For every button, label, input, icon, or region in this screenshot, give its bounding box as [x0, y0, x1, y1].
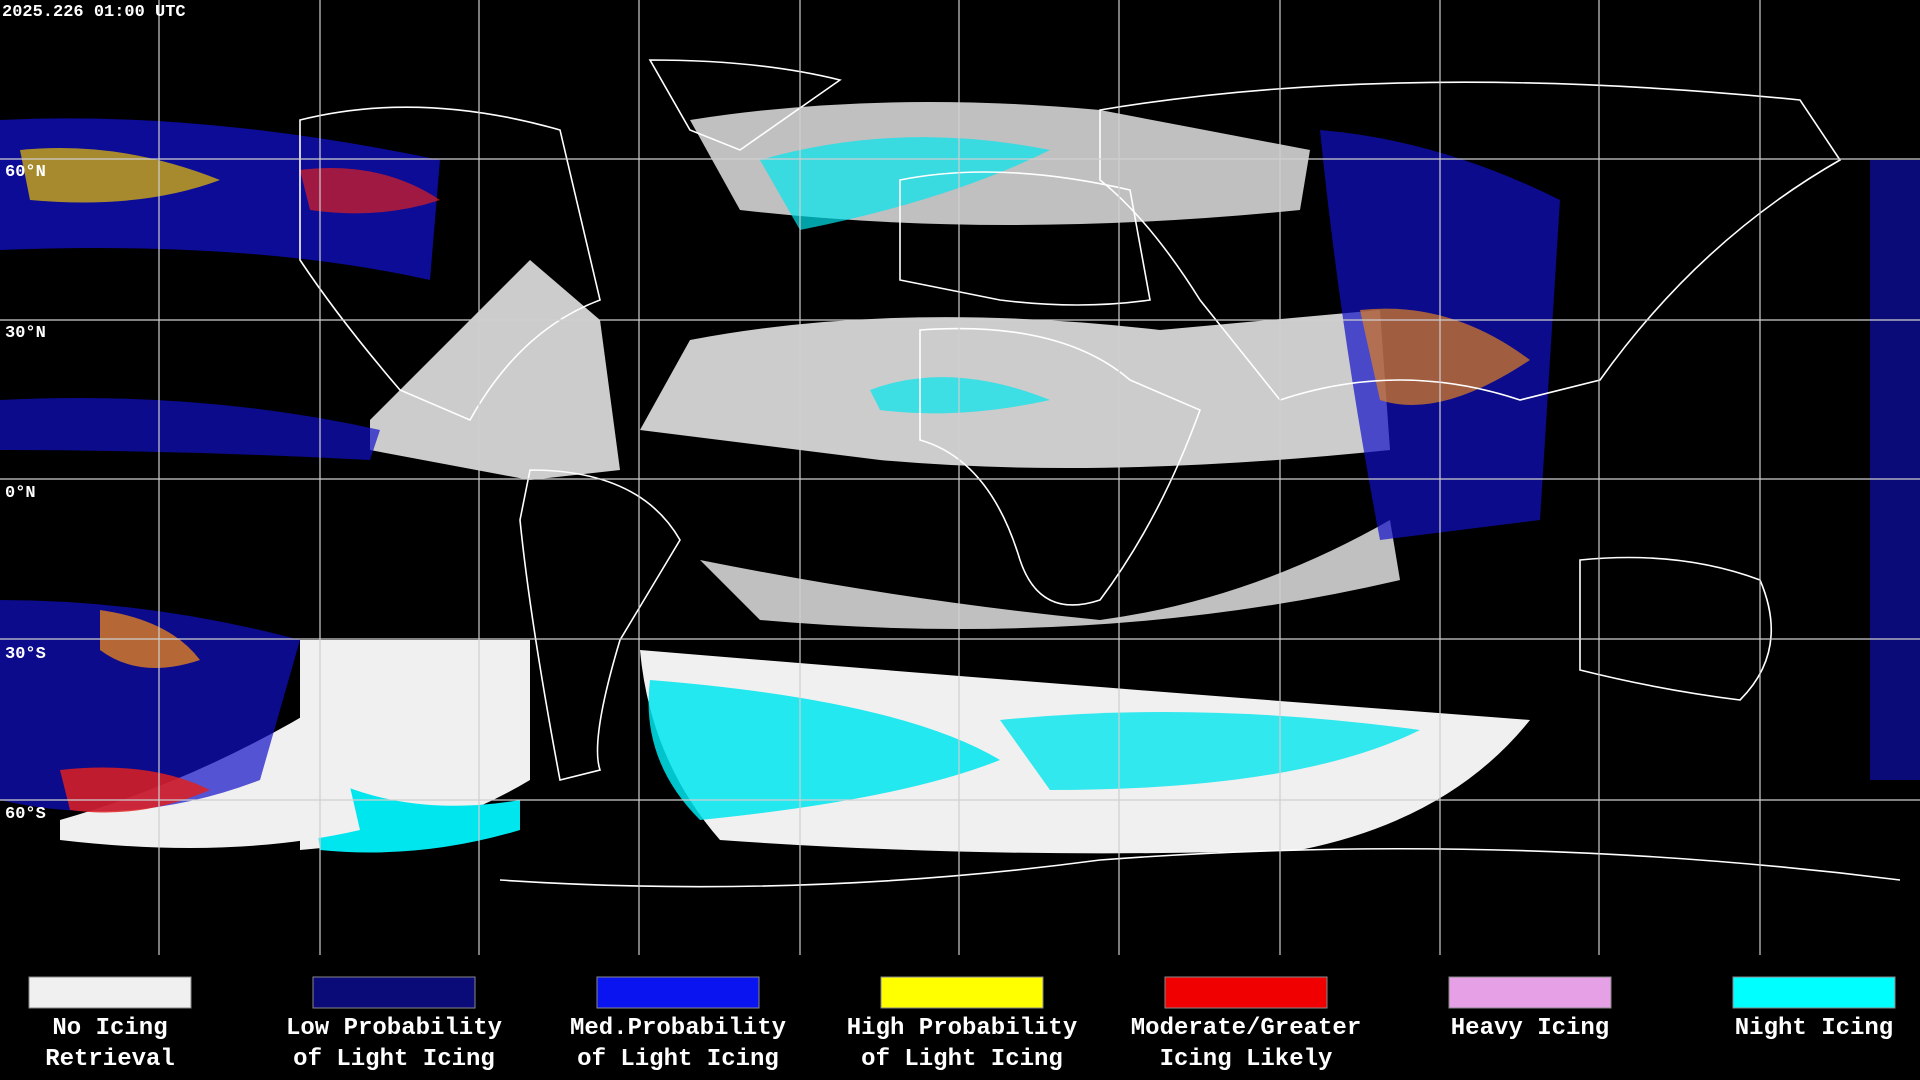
legend-label: of Light Icing — [293, 1046, 495, 1073]
latitude-label: 30°N — [5, 324, 46, 343]
coastlines — [299, 59, 1901, 888]
legend-label: Moderate/Greater — [1131, 1015, 1361, 1042]
legend-label: Med.Probability — [570, 1015, 786, 1042]
legend-swatch — [596, 976, 760, 1009]
graticule — [0, 0, 1920, 955]
legend-item: High Probability of Light Icing — [847, 976, 1077, 1073]
legend: No Icing Retrieval Low Probability of Light… — [28, 976, 1896, 1073]
timestamp: 2025.226 01:00 UTC — [2, 3, 186, 22]
legend-item: No Icing Retrieval — [28, 976, 192, 1073]
latitude-label: 30°S — [5, 645, 46, 664]
legend-swatch — [1732, 976, 1896, 1009]
cloud-field — [60, 102, 1530, 854]
legend-swatch — [1448, 976, 1612, 1009]
legend-item: Heavy Icing — [1448, 976, 1612, 1042]
legend-label: Night Icing — [1735, 1015, 1893, 1042]
legend-label: Low Probability — [286, 1015, 502, 1042]
legend-label: of Light Icing — [577, 1046, 779, 1073]
legend-label: Retrieval — [45, 1046, 175, 1073]
legend-label: Icing Likely — [1160, 1046, 1333, 1073]
legend-swatch — [312, 976, 476, 1009]
legend-label: High Probability — [847, 1015, 1077, 1042]
legend-label: of Light Icing — [861, 1046, 1063, 1073]
latitude-label: 60°N — [5, 163, 46, 182]
legend-swatch — [28, 976, 192, 1009]
legend-item: Med.Probability of Light Icing — [570, 976, 786, 1073]
legend-label: No Icing — [52, 1015, 167, 1042]
legend-item: Moderate/Greater Icing Likely — [1131, 976, 1361, 1073]
latitude-label: 0°N — [5, 484, 36, 503]
legend-item: Low Probability of Light Icing — [286, 976, 502, 1073]
legend-swatch — [1164, 976, 1328, 1009]
legend-swatch — [880, 976, 1044, 1009]
latitude-label: 60°S — [5, 805, 46, 824]
legend-item: Night Icing — [1732, 976, 1896, 1042]
legend-label: Heavy Icing — [1451, 1015, 1609, 1042]
